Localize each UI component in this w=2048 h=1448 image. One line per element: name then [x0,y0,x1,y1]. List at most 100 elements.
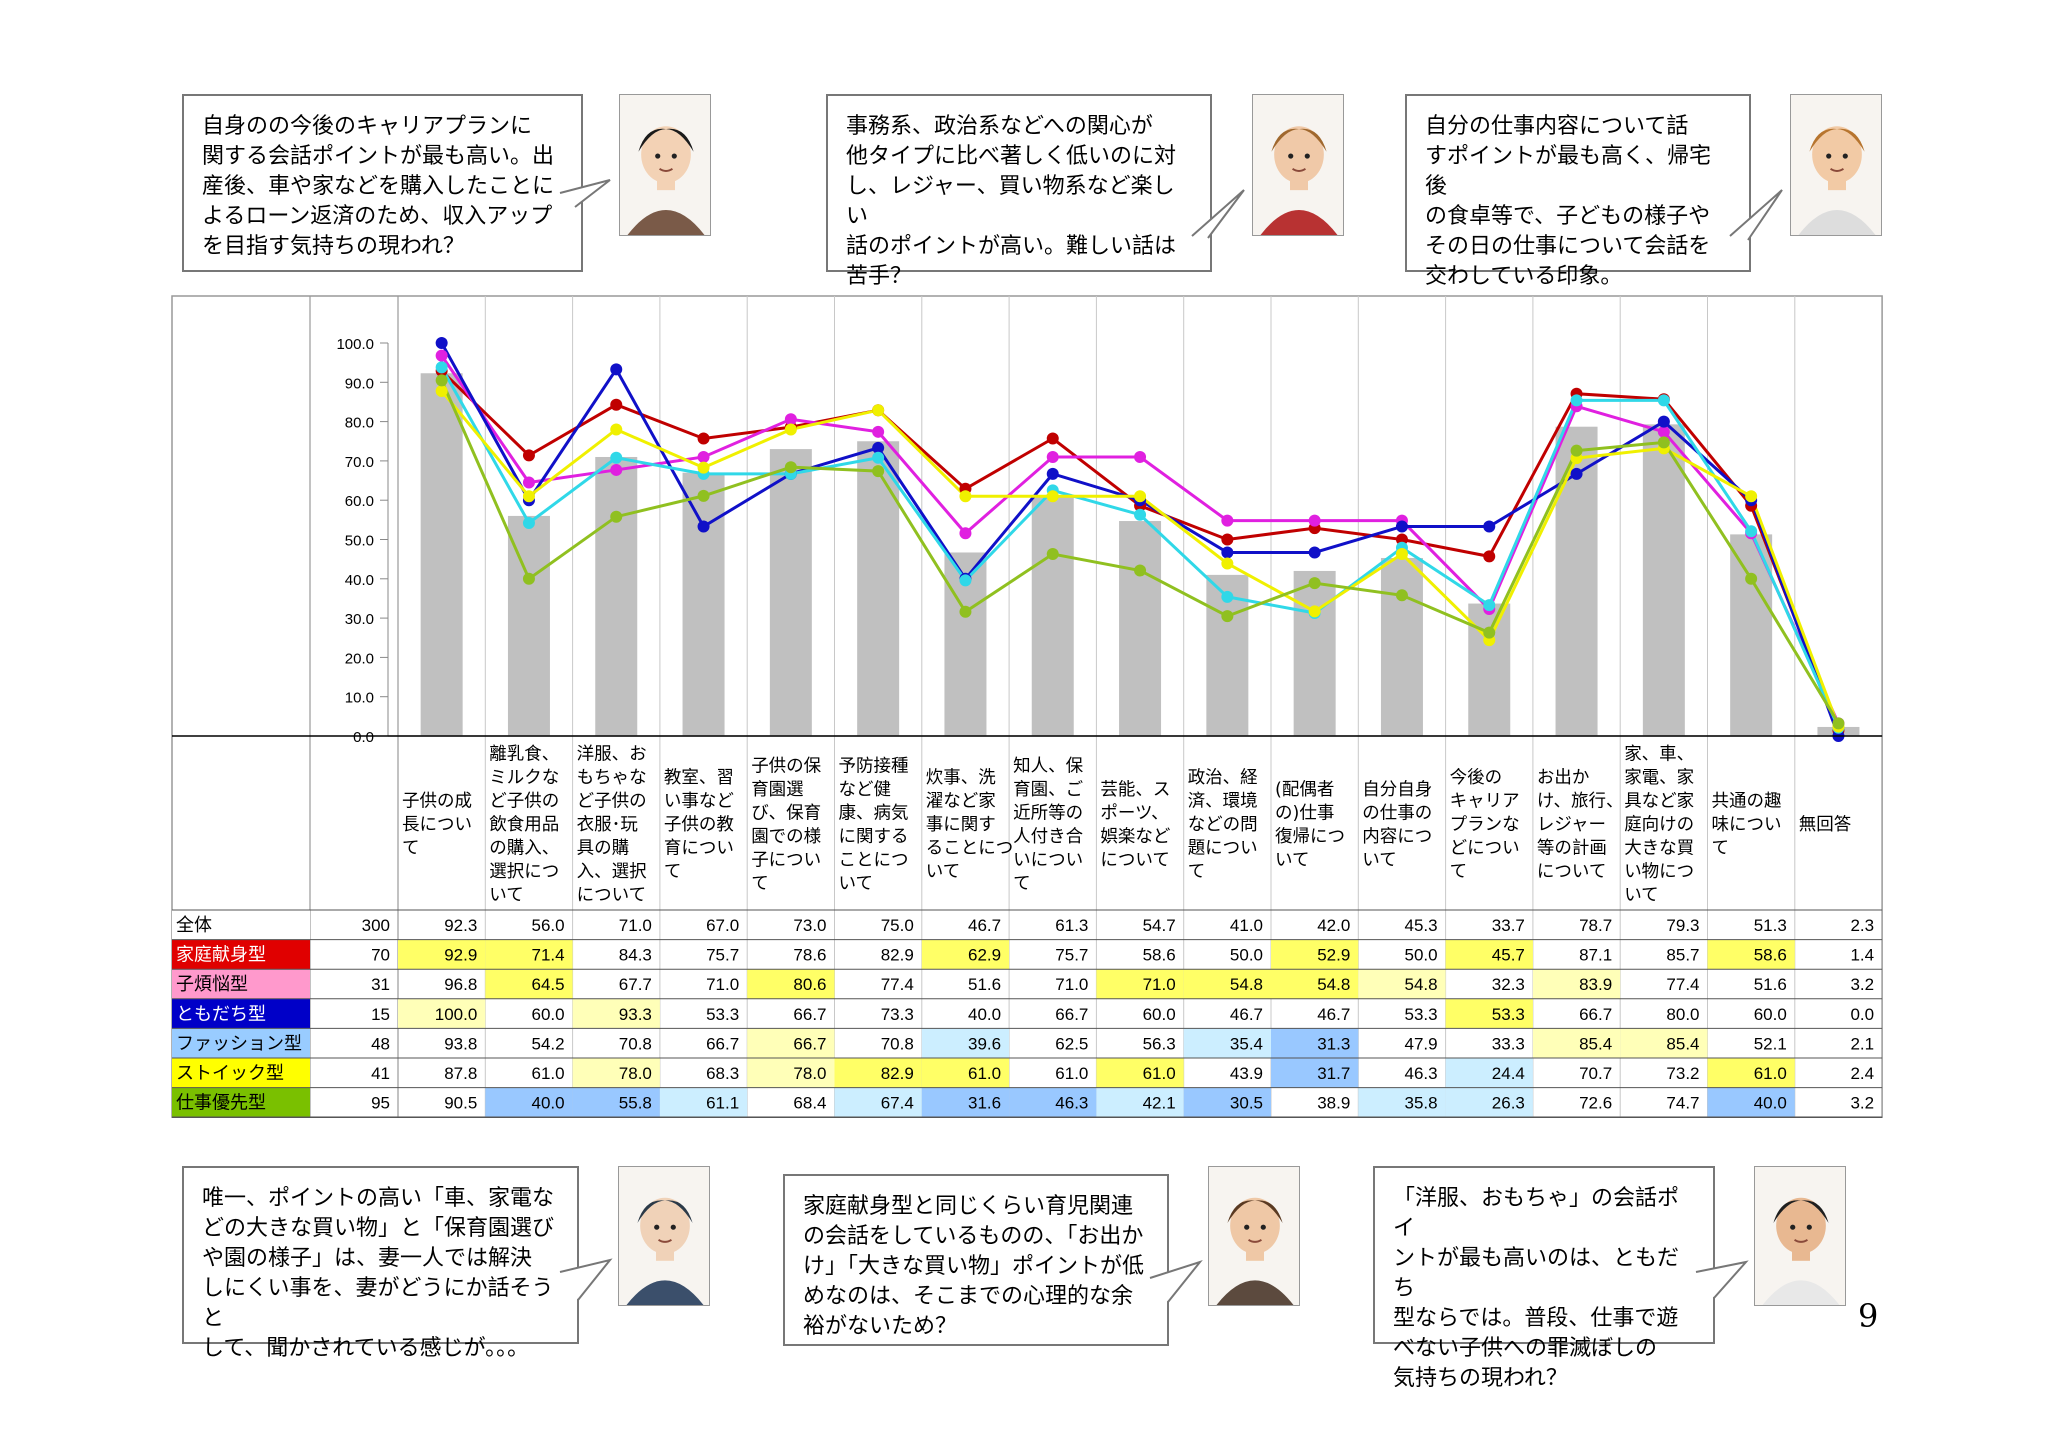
table-cell-value: 58.6 [1754,946,1787,965]
bar-overall [595,456,638,736]
highlight-cell [1183,969,1271,999]
bar-overall [1031,495,1074,736]
table-cell-value: 30.5 [1230,1094,1263,1113]
series-point [1046,450,1059,463]
comment-bubble: 自分の仕事内容について話 すポイントが最も高く、帰宅後 の食卓等で、子どもの様子… [1405,94,1751,289]
table-cell-value: 61.0 [1143,1064,1176,1083]
highlight-cell [1707,939,1795,970]
table-cell-value: 66.7 [793,1005,826,1024]
series-point [1046,490,1059,503]
table-cell-value: 79.3 [1666,916,1699,935]
highlight-cell [1445,939,1533,970]
table-cell-value: 24.4 [1492,1064,1525,1083]
table-cell-value: 93.8 [444,1034,477,1053]
table-cell-value: 73.0 [793,916,826,935]
series-point [784,413,797,426]
highlight-cell [485,969,573,999]
table-cell-value: 85.4 [1666,1034,1699,1053]
y-tick-label: 40.0 [345,572,374,589]
table-cell-value: 46.7 [968,916,1001,935]
row-label-cell [172,998,310,1029]
table-cell-value: 54.8 [1317,975,1350,994]
highlight-cell [921,939,1010,970]
table-cell-value: 45.7 [1492,946,1525,965]
table-cell-value: 96.8 [444,975,477,994]
series-point [1657,415,1670,428]
series-point [1570,467,1583,480]
y-tick-label: 60.0 [345,493,374,510]
series-point [610,463,623,476]
table-cell-value: 33.3 [1492,1034,1525,1053]
highlight-cell [1096,969,1184,999]
table-cell-value: 90.5 [444,1094,477,1113]
series-point [872,451,885,464]
highlight-cell [1707,1058,1795,1088]
y-tick-label: 50.0 [345,533,374,550]
table-cell-value: 68.3 [706,1064,739,1083]
highlight-cell [1532,969,1621,999]
table-cell-value: 60.0 [532,1005,565,1024]
series-point [1395,533,1408,546]
table-cell-value: 39.6 [968,1034,1001,1053]
category-label: 子供の保育園選び、保育園での様子について [751,756,821,894]
table-cell-value: 85.4 [1579,1034,1612,1053]
category-label: 家、車、家電、家具など家庭向けの大きな買い物について [1624,745,1694,906]
highlight-cell [485,1087,573,1118]
highlight-cell [485,939,573,970]
table-cell-value: 33.7 [1492,916,1525,935]
highlight-cell [1620,1028,1708,1058]
highlight-cell [1445,998,1533,1029]
category-label: お出かけ、旅行、レジャー等の計画について [1537,768,1624,882]
table-cell-value: 56.3 [1143,1034,1176,1053]
highlight-cell [921,1028,1010,1058]
table-cell-value: 42.1 [1143,1094,1176,1113]
series-point [1221,557,1234,570]
category-label: 離乳食、ミルクなど子供の飲食用品の購入、選択について [489,745,559,906]
table-cell-value: 35.4 [1230,1034,1263,1053]
table-cell-value: 3.2 [1850,975,1874,994]
highlight-cell [1271,1028,1359,1058]
table-cell-value: 46.7 [1317,1005,1350,1024]
table-cell-value: 70.8 [619,1034,652,1053]
table-cell-value: 70.8 [881,1034,914,1053]
series-point [1657,436,1670,449]
table-cell-value: 61.0 [532,1064,565,1083]
series-point [435,337,448,349]
table-cell-value: 53.3 [706,1005,739,1024]
row-n-value: 70 [371,946,390,965]
highlight-cell [1009,1087,1097,1118]
row-label-cell [172,1028,310,1058]
table-cell-value: 52.9 [1317,946,1350,965]
row-n-value: 300 [362,916,390,935]
comment-bubble: 唯一、ポイントの高い「車、家電な どの大きな買い物」と「保育園選び や園の様子」… [182,1166,579,1361]
row-label-cell [172,1058,310,1088]
series-point [1395,548,1408,561]
series-point [522,516,535,529]
table-cell-value: 31.7 [1317,1064,1350,1083]
highlight-cell [398,998,486,1029]
series-point [697,461,710,474]
table-cell-value: 80.6 [793,975,826,994]
highlight-cell [398,939,486,970]
highlight-cell [834,1058,922,1088]
table-cell-value: 82.9 [881,1064,914,1083]
young-man-dark-hair-avatar [619,94,711,236]
table-cell-value: 62.5 [1055,1034,1088,1053]
table-cell-value: 40.0 [532,1094,565,1113]
table-cell-value: 75.0 [881,916,914,935]
series-point [1046,432,1059,445]
table-cell-value: 72.6 [1579,1094,1612,1113]
table-cell-value: 71.0 [1055,975,1088,994]
series-point [1221,590,1234,603]
table-cell-value: 26.3 [1492,1094,1525,1113]
highlight-cell [1183,1087,1271,1118]
series-point [1395,520,1408,533]
table-cell-value: 31.6 [968,1094,1001,1113]
row-label-cell [172,939,310,970]
table-cell-value: 52.1 [1754,1034,1787,1053]
series-point [872,441,885,454]
